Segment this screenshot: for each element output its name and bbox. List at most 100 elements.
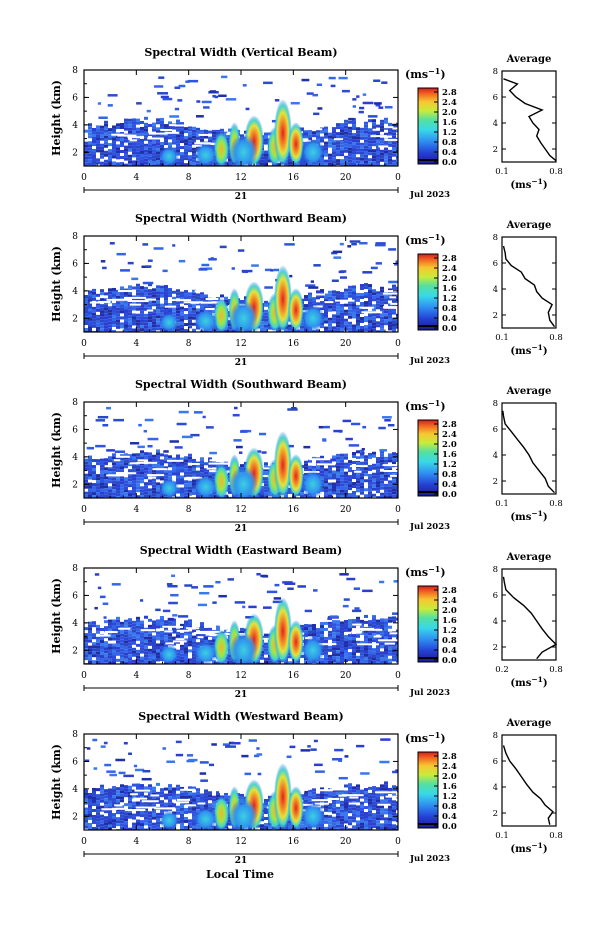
profile-y-tick-label: 2 [493, 145, 498, 155]
x-tick-label: 12 [235, 837, 246, 847]
x-tick-label: 20 [340, 505, 352, 515]
date-label: Jul 2023 [409, 190, 450, 200]
y-axis-label: Height (km) [50, 578, 63, 654]
profile-unit: (ms−1) [510, 509, 547, 523]
y-tick-label: 6 [72, 93, 78, 103]
colorbar-tick-label: 2.8 [442, 254, 457, 264]
colorbar [417, 419, 439, 497]
colorbar-tick-label: 1.2 [442, 626, 457, 636]
profile-y-tick-label: 6 [493, 259, 498, 269]
x-tick-label: 4 [133, 339, 139, 349]
x-axis-label: Local Time [206, 868, 274, 881]
y-tick-label: 6 [72, 757, 78, 767]
colorbar [417, 751, 439, 829]
panel-title: Spectral Width (Northward Beam) [135, 212, 347, 225]
profile-line [502, 410, 556, 494]
x-tick-label: 0 [395, 505, 401, 515]
profile-x-tick-label: 0.8 [549, 167, 563, 177]
y-tick-label: 2 [72, 314, 78, 324]
x-tick-label: 20 [340, 837, 352, 847]
profile-frame [501, 402, 557, 495]
profile-y-tick-label: 8 [493, 731, 498, 741]
x-tick-label: 12 [235, 671, 246, 681]
date-label: Jul 2023 [409, 688, 450, 698]
x-tick-label: 8 [186, 173, 192, 183]
y-axis-label: Height (km) [50, 80, 63, 156]
y-tick-label: 8 [72, 398, 78, 408]
profile-x-tick-label: 0.1 [495, 831, 509, 841]
profile-y-tick-label: 2 [493, 809, 498, 819]
profile-frame [501, 568, 557, 661]
y-tick-label: 2 [72, 646, 78, 656]
colorbar-tick-label: 2.4 [442, 762, 457, 772]
y-tick-label: 4 [72, 121, 78, 131]
colorbar-tick-label: 0.0 [442, 158, 457, 168]
colorbar-tick-label: 1.2 [442, 128, 457, 138]
profile-y-tick-label: 2 [493, 311, 498, 321]
x-tick-label: 12 [235, 339, 246, 349]
profile-x-tick-label: 0.1 [495, 333, 509, 343]
profile-title: Average [506, 386, 552, 397]
profile-x-tick-label: 0.8 [549, 333, 563, 343]
day-label: 21 [235, 192, 248, 202]
x-tick-label: 0 [395, 837, 401, 847]
date-label: Jul 2023 [409, 522, 450, 532]
x-tick-label: 0 [395, 339, 401, 349]
profile-x-tick-label: 0.8 [549, 499, 563, 509]
profile-y-tick-label: 6 [493, 591, 498, 601]
profile-y-tick-label: 4 [493, 119, 498, 129]
colorbar-tick-label: 0.8 [442, 470, 457, 480]
colorbar-unit: (ms−1) [405, 66, 446, 81]
y-axis-label: Height (km) [50, 744, 63, 820]
profile-x-tick-label: 0.8 [549, 831, 563, 841]
colorbar-tick-label: 0.0 [442, 490, 457, 500]
colorbar-tick-label: 0.8 [442, 802, 457, 812]
day-label: 21 [235, 524, 248, 534]
x-tick-label: 8 [186, 671, 192, 681]
profile-line [502, 576, 558, 660]
colorbar-unit: (ms−1) [405, 564, 446, 579]
colorbar-tick-label: 1.6 [442, 450, 457, 460]
colorbar-tick-label: 0.4 [442, 646, 457, 656]
profile-y-tick-label: 8 [493, 565, 498, 575]
profile-x-tick-label: 0.2 [495, 665, 509, 675]
profile-y-tick-label: 4 [493, 617, 498, 627]
colorbar-tick-label: 2.0 [442, 108, 457, 118]
y-tick-label: 2 [72, 812, 78, 822]
profile-y-tick-label: 8 [493, 67, 498, 77]
colorbar [417, 253, 439, 331]
profile-unit: (ms−1) [510, 675, 547, 689]
heatmap-field [84, 738, 398, 830]
colorbar-tick-label: 0.4 [442, 148, 457, 158]
x-tick-label: 0 [395, 173, 401, 183]
profile-y-tick-label: 8 [493, 399, 498, 409]
x-tick-label: 0 [81, 505, 87, 515]
x-tick-label: 4 [133, 671, 139, 681]
colorbar-tick-label: 1.2 [442, 792, 457, 802]
profile-frame [501, 236, 557, 329]
profile-title: Average [506, 718, 552, 729]
profile-x-tick-label: 0.8 [549, 665, 563, 675]
y-axis-label: Height (km) [50, 412, 63, 488]
colorbar-unit: (ms−1) [405, 398, 446, 413]
colorbar-tick-label: 0.4 [442, 314, 457, 324]
colorbar-tick-label: 0.0 [442, 324, 457, 334]
colorbar-tick-label: 0.8 [442, 636, 457, 646]
colorbar-tick-label: 2.4 [442, 264, 457, 274]
colorbar-tick-label: 0.8 [442, 138, 457, 148]
profile-unit: (ms−1) [510, 177, 547, 191]
colorbar-unit: (ms−1) [405, 730, 446, 745]
colorbar-tick-label: 0.4 [442, 812, 457, 822]
y-tick-label: 8 [72, 730, 78, 740]
colorbar [417, 585, 439, 663]
profile-y-tick-label: 4 [493, 451, 498, 461]
y-tick-label: 8 [72, 232, 78, 242]
panel-4: Spectral Width (Westward Beam) 2 4 6 8 Height… [50, 710, 563, 866]
colorbar-tick-label: 0.4 [442, 480, 457, 490]
profile-frame [501, 734, 557, 827]
x-tick-label: 16 [288, 173, 300, 183]
colorbar-tick-label: 2.8 [442, 586, 457, 596]
colorbar-unit: (ms−1) [405, 232, 446, 247]
x-tick-label: 4 [133, 837, 139, 847]
colorbar-tick-label: 1.6 [442, 616, 457, 626]
